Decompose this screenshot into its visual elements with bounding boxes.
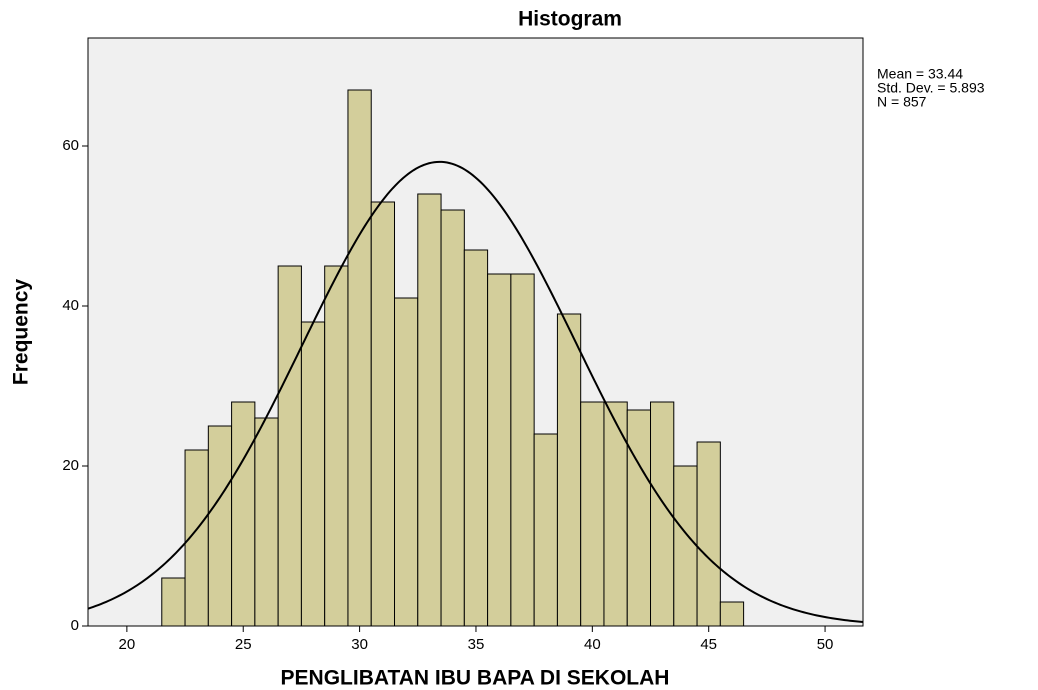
bar (394, 297, 419, 627)
chart-title: Histogram (518, 8, 622, 31)
bar (696, 441, 721, 627)
bar (324, 265, 349, 627)
bar (254, 417, 279, 627)
x-tick-label: 45 (700, 636, 717, 653)
bar (510, 273, 535, 627)
y-tick-label: 0 (71, 617, 79, 634)
stats-label: Std. Dev. = 5.893 (877, 80, 985, 96)
bar (277, 265, 302, 627)
bar (207, 425, 233, 627)
stats-label: N = 857 (877, 94, 927, 110)
bar (487, 273, 512, 627)
bar (556, 313, 582, 627)
y-axis-label: Frequency (10, 279, 33, 386)
x-tick-label: 20 (119, 636, 136, 653)
normal-curve (87, 160, 864, 624)
bar (626, 409, 652, 627)
x-tick-label: 30 (351, 636, 368, 653)
bar (580, 401, 605, 627)
x-tick-label: 50 (817, 636, 834, 653)
x-tick-label: 35 (468, 636, 485, 653)
x-tick-label: 40 (584, 636, 601, 653)
x-tick-label: 25 (235, 636, 252, 653)
y-tick-label: 40 (62, 297, 79, 314)
x-axis-label: PENGLIBATAN IBU BAPA DI SEKOLAH (281, 667, 670, 690)
bar (719, 601, 745, 627)
bar (161, 577, 186, 627)
bar (440, 209, 465, 627)
bar (300, 321, 326, 627)
bar (231, 401, 256, 627)
bar (370, 201, 396, 627)
y-tick-label: 20 (62, 457, 79, 474)
bar (417, 193, 442, 627)
stats-label: Mean = 33.44 (877, 66, 963, 82)
y-tick-label: 60 (62, 137, 79, 154)
bar (463, 249, 489, 627)
bar (673, 465, 698, 627)
bar (347, 89, 372, 627)
bar (533, 433, 558, 627)
